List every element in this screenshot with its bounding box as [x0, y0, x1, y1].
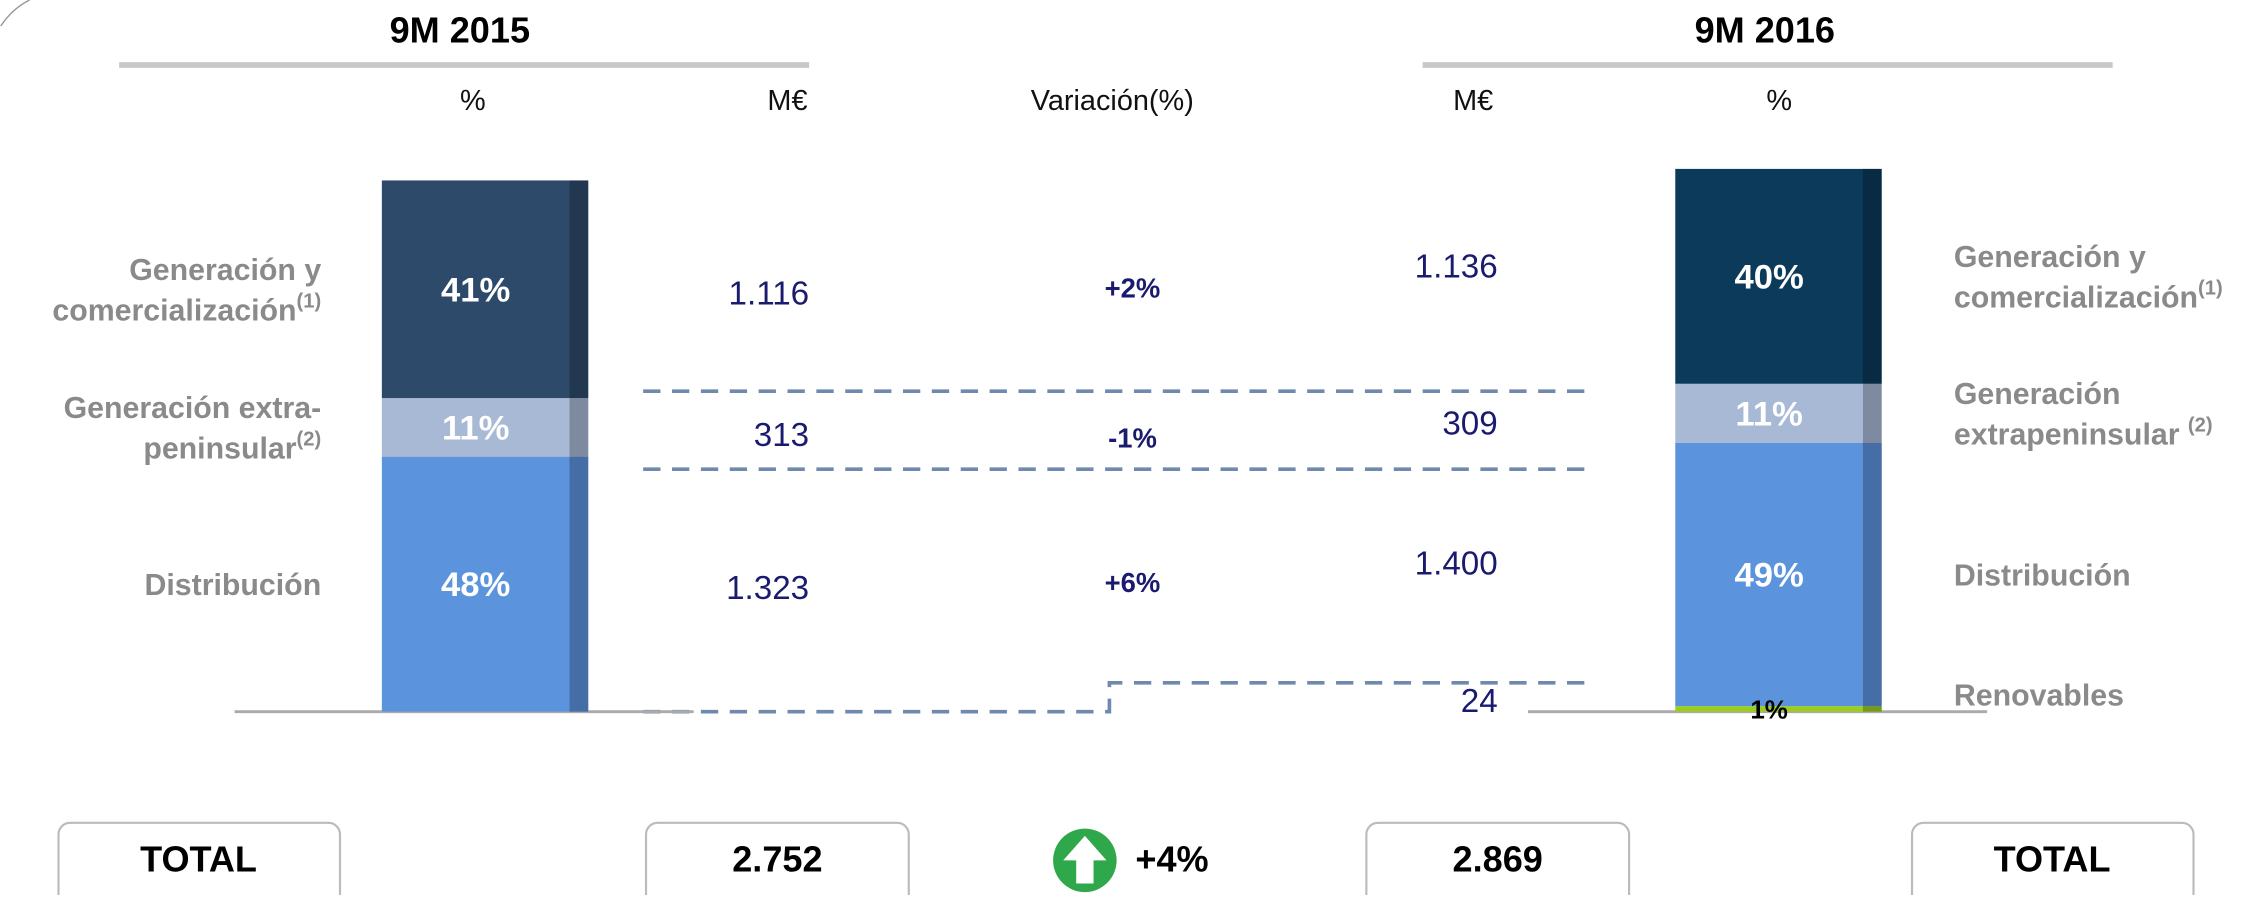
category-label: Generación extra- — [64, 392, 322, 425]
category-label-line: Distribución — [1954, 560, 2131, 593]
bar-edge — [569, 180, 589, 712]
separator — [643, 389, 1596, 714]
bar-segment — [381, 180, 589, 399]
category-label-line: comercialización — [52, 294, 296, 327]
category-label: Generación y — [129, 254, 321, 287]
total-label: TOTAL — [1994, 838, 2111, 879]
bar-segment — [1675, 168, 1882, 384]
header: 9M 2016 — [1695, 10, 1835, 51]
category-label-line: Generación — [1954, 378, 2121, 411]
column-head: Variación(%) — [1031, 85, 1194, 117]
category-label: comercialización(1) — [1954, 278, 2223, 315]
category-label: extrapeninsular (2) — [1954, 415, 2213, 452]
total-boxes — [57, 821, 2195, 900]
category-label: Distribución — [1954, 560, 2131, 593]
total-label: TOTAL — [140, 838, 257, 879]
corner — [0, 0, 30, 27]
footnote-mark: (1) — [2198, 278, 2223, 300]
bar-segment — [381, 398, 589, 457]
segment-label: 11% — [1735, 395, 1802, 433]
total-value: 2.752 — [732, 838, 822, 879]
category-label: peninsular(2) — [143, 429, 321, 466]
column-head: % — [1766, 85, 1792, 117]
value-meur: 309 — [1442, 406, 1497, 443]
value-meur: 1.400 — [1415, 546, 1498, 583]
header: 9M 2015 — [390, 10, 530, 51]
category-label-line: comercialización — [1954, 281, 2198, 314]
value-meur: 24 — [1461, 683, 1498, 720]
category-label: Renovables — [1954, 679, 2124, 712]
bar-segment — [381, 456, 589, 712]
bar-segment — [1675, 442, 1882, 707]
category-label-line: extrapeninsular — [1954, 419, 2188, 452]
category-label-line: Generación extra- — [64, 392, 322, 425]
bar-segment — [1675, 383, 1882, 443]
category-label: Distribución — [144, 569, 321, 602]
variation: +6% — [1105, 567, 1161, 598]
value-meur: 1.136 — [1415, 248, 1498, 285]
total-change: +4% — [1135, 838, 1208, 879]
variation: -1% — [1108, 423, 1157, 454]
segment-label: 11% — [442, 410, 509, 448]
value-meur: 313 — [754, 417, 809, 454]
category-label-line: Generación y — [1954, 241, 2146, 274]
total-value: 2.869 — [1453, 838, 1543, 879]
segment-label: 1% — [1750, 695, 1788, 725]
category-label: Generación y — [1954, 241, 2146, 274]
segment-label: 41% — [441, 271, 510, 309]
bar-segment — [1675, 706, 1882, 712]
value-meur: 1.116 — [729, 276, 810, 313]
variation: +2% — [1105, 272, 1161, 303]
segment-label: 40% — [1734, 258, 1803, 296]
footnote-mark: (1) — [297, 291, 322, 313]
category-label: comercialización(1) — [52, 291, 321, 328]
category-label-line: peninsular — [143, 433, 296, 466]
segment-label: 48% — [441, 566, 510, 604]
column-head: M€ — [767, 85, 807, 117]
column-head: M€ — [1453, 85, 1493, 117]
up-arrow-icon — [1053, 828, 1117, 893]
category-label: Generación — [1954, 378, 2121, 411]
category-label-line: Distribución — [144, 569, 321, 602]
footnote-mark: (2) — [2188, 415, 2213, 437]
column-head: % — [460, 85, 486, 117]
category-label-line: Renovables — [1954, 679, 2124, 712]
footnote-mark: (2) — [297, 429, 322, 451]
segment-label: 49% — [1734, 557, 1803, 595]
value-meur: 1.323 — [726, 570, 809, 607]
bar-edge — [1862, 168, 1882, 712]
category-label-line: Generación y — [129, 254, 321, 287]
